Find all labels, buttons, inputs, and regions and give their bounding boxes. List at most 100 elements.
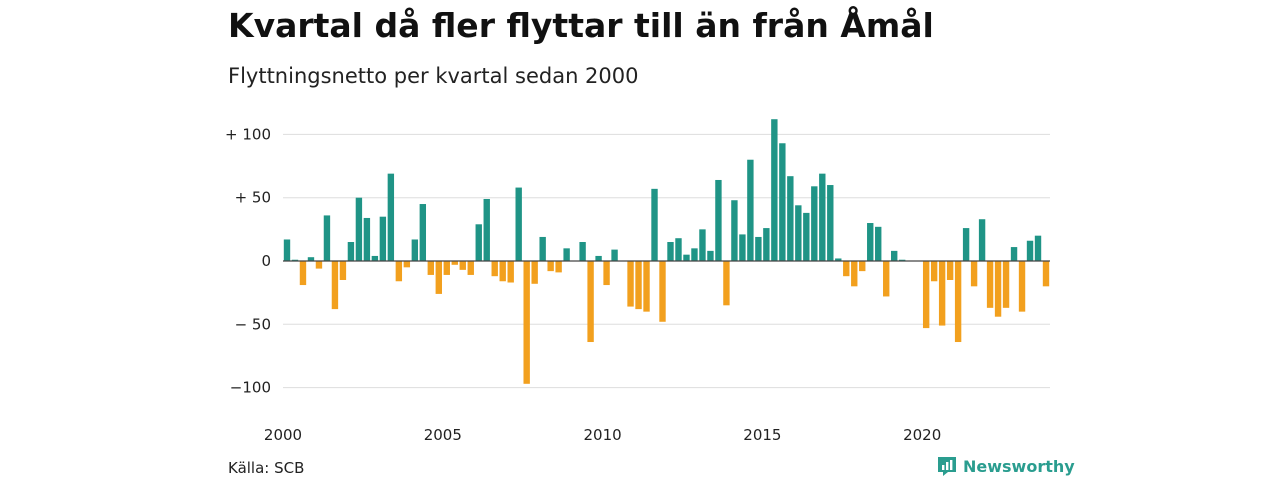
- bar: [731, 200, 738, 261]
- y-tick-label: + 100: [225, 125, 271, 143]
- bar: [1042, 261, 1050, 287]
- bar: [707, 250, 714, 261]
- bar: [363, 217, 371, 261]
- bar: [771, 119, 778, 262]
- bar: [986, 261, 994, 308]
- bar: [699, 229, 706, 261]
- bar: [395, 261, 403, 282]
- bar: [651, 188, 658, 261]
- bar: [387, 173, 395, 261]
- bar: [1026, 240, 1034, 261]
- bar: [739, 234, 746, 261]
- bar: [307, 257, 315, 261]
- bar: [715, 179, 722, 261]
- bar: [467, 261, 474, 275]
- bar: [427, 261, 434, 275]
- bar: [579, 242, 586, 261]
- bar: [787, 176, 794, 261]
- bar: [922, 261, 930, 329]
- brand-name: Newsworthy: [963, 456, 1075, 476]
- bar: [347, 242, 355, 261]
- bar: [499, 261, 506, 282]
- x-axis: 2000 2005 2010 2015 2020: [264, 426, 941, 444]
- bar: [611, 249, 618, 261]
- bar: [523, 261, 530, 384]
- bar: [555, 261, 562, 273]
- bar: [763, 228, 770, 261]
- bar: [643, 261, 650, 312]
- bar: [795, 205, 802, 261]
- y-axis: + 100 + 50 0 − 50 −100: [225, 125, 271, 396]
- bar: [1010, 247, 1018, 261]
- bar: [563, 248, 570, 261]
- bar: [675, 238, 682, 261]
- bar: [291, 259, 299, 261]
- bar: [867, 223, 874, 261]
- y-tick-label: −100: [230, 379, 271, 397]
- x-tick-label: 2000: [264, 426, 302, 444]
- bar: [970, 261, 978, 287]
- x-tick-label: 2015: [743, 426, 781, 444]
- bar: [779, 143, 786, 261]
- bar: [283, 239, 291, 261]
- bar: [371, 255, 379, 261]
- bar: [659, 261, 666, 322]
- bar: [691, 248, 698, 261]
- bar: [459, 261, 466, 270]
- bar: [803, 212, 810, 261]
- bar: [515, 187, 522, 261]
- bar: [299, 261, 307, 286]
- bar: [411, 239, 419, 261]
- y-tick-label: 0: [261, 252, 271, 270]
- bar: [339, 261, 347, 280]
- bar: [938, 261, 946, 326]
- bar: [811, 186, 818, 261]
- bar: [443, 261, 450, 275]
- bar: [451, 261, 458, 265]
- bar: [747, 159, 754, 261]
- bar: [595, 255, 602, 261]
- bar: [835, 258, 842, 261]
- bar: [627, 261, 634, 307]
- bar: [331, 261, 339, 310]
- bar: [683, 254, 690, 261]
- bar: [435, 261, 442, 294]
- chart-title: Kvartal då fler flyttar till än från Åmå…: [228, 6, 934, 45]
- net-migration-chart: + 100 + 50 0 − 50 −100 2000 2005 2010 2015 2020: [225, 119, 1050, 444]
- bar: [547, 261, 554, 272]
- bar: [851, 261, 858, 287]
- bar: [755, 236, 762, 261]
- bar: [475, 224, 482, 261]
- bar: [1002, 261, 1010, 308]
- bar: [419, 204, 427, 261]
- bar: [891, 250, 898, 261]
- source-note: Källa: SCB: [228, 459, 305, 477]
- bar: [899, 259, 906, 261]
- bars: [283, 119, 1050, 384]
- bar: [954, 261, 962, 343]
- bar: [1018, 261, 1026, 312]
- x-tick-label: 2005: [424, 426, 462, 444]
- bar: [587, 261, 594, 343]
- bar: [403, 261, 411, 268]
- bar: [355, 197, 363, 261]
- bar: [483, 198, 490, 261]
- bar: [539, 236, 546, 261]
- bar: [323, 215, 331, 261]
- y-tick-label: − 50: [235, 315, 271, 333]
- bar: [859, 261, 866, 272]
- chart-subtitle: Flyttningsnetto per kvartal sedan 2000: [228, 64, 639, 88]
- bar: [1034, 235, 1042, 261]
- bar: [723, 261, 730, 306]
- x-tick-label: 2010: [583, 426, 621, 444]
- bar: [491, 261, 498, 277]
- bar: [994, 261, 1002, 317]
- bar: [379, 216, 387, 261]
- bar: [978, 219, 986, 261]
- x-tick-label: 2020: [903, 426, 941, 444]
- bar: [531, 261, 538, 284]
- bar: [930, 261, 938, 282]
- bar: [875, 226, 882, 261]
- bar: [946, 261, 954, 280]
- bar: [507, 261, 514, 283]
